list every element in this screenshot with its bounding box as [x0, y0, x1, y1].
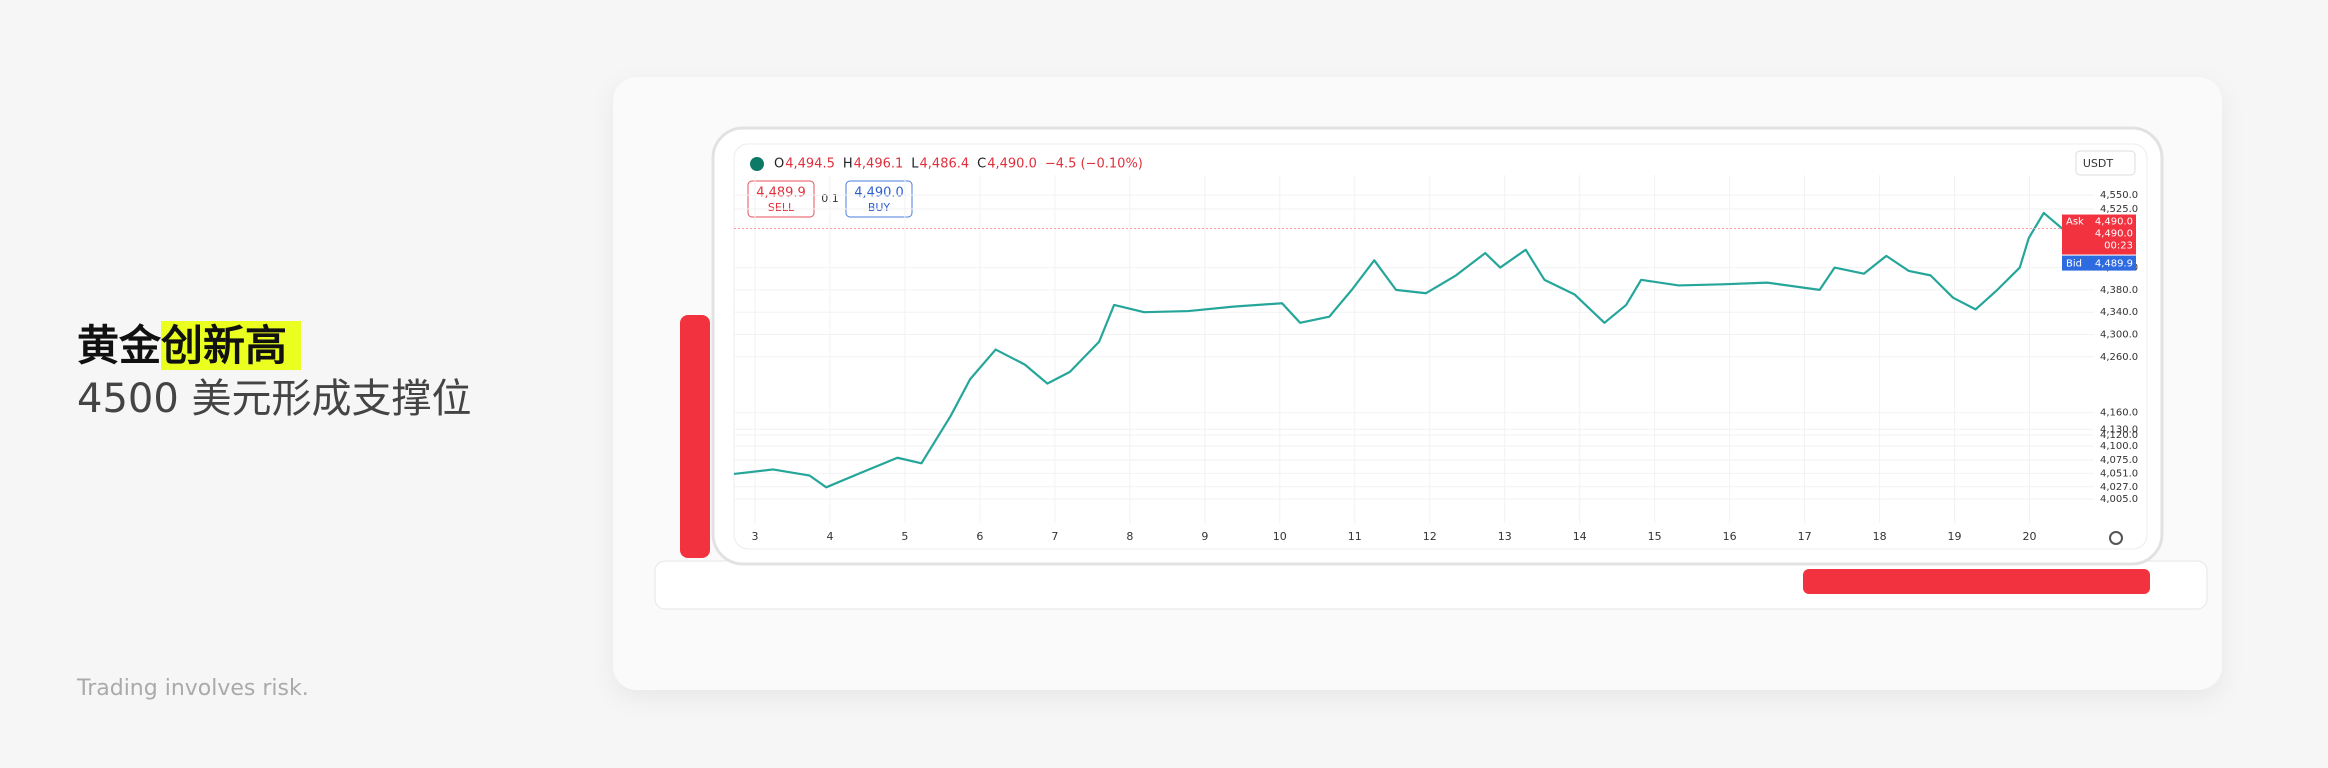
headline-highlight: 创新高	[161, 321, 302, 370]
buy-price: 4,490.0	[854, 186, 904, 201]
ask-price: 4,490.0	[2095, 229, 2133, 240]
ohlc-text: 4,494.5	[785, 157, 835, 172]
x-tick-label: 20	[2023, 530, 2037, 543]
headline: 黄金创新高	[77, 312, 302, 373]
subheadline: 4500 美元形成支撑位	[77, 376, 472, 422]
disclaimer: Trading involves risk.	[77, 676, 309, 701]
y-tick-label: 4,120.0	[2100, 430, 2138, 441]
ohlc-text: 4,490.0	[987, 157, 1037, 172]
red-bar	[1803, 569, 2150, 594]
y-tick-label: 4,300.0	[2100, 330, 2138, 341]
ask-price: 4,490.0	[2095, 217, 2133, 228]
x-tick-label: 13	[1498, 530, 1512, 543]
y-tick-label: 4,160.0	[2100, 408, 2138, 419]
sell-button[interactable]	[747, 180, 815, 218]
x-tick-label: 14	[1573, 530, 1587, 543]
y-tick-label: 4,051.0	[2100, 468, 2138, 479]
red-bar	[680, 315, 710, 558]
x-tick-label: 17	[1798, 530, 1812, 543]
status-dot	[750, 157, 764, 171]
y-tick-label: 4,075.0	[2100, 455, 2138, 466]
bid-box	[2062, 255, 2136, 271]
y-tick-label: 4,130.0	[2100, 424, 2138, 435]
buy-label: BUY	[868, 201, 891, 214]
ohlc-text: −4.5 (−0.10%)	[1045, 157, 1143, 172]
y-tick-label: 4,550.0	[2100, 190, 2138, 201]
ask-name: Ask	[2066, 217, 2084, 228]
screen	[733, 143, 2148, 550]
x-tick-label: 12	[1423, 530, 1437, 543]
x-tick-label: 4	[826, 530, 833, 543]
x-tick-label: 10	[1273, 530, 1287, 543]
ohlc-text: O	[774, 157, 784, 172]
buy-button[interactable]	[845, 180, 913, 218]
ohlc-text: 4,496.1	[854, 157, 904, 172]
bid-name: Bid	[2066, 259, 2082, 270]
x-tick-label: 6	[976, 530, 983, 543]
x-tick-label: 11	[1348, 530, 1362, 543]
ohlc-text: H	[843, 157, 853, 172]
x-tick-label: 9	[1201, 530, 1208, 543]
x-tick-label: 18	[1873, 530, 1887, 543]
currency-select[interactable]	[2075, 150, 2136, 176]
y-tick-label: 4,100.0	[2100, 441, 2138, 452]
x-tick-label: 3	[751, 530, 758, 543]
y-tick-label: 4,340.0	[2100, 307, 2138, 318]
price-line	[733, 211, 2080, 489]
y-tick-label: 4,380.0	[2100, 285, 2138, 296]
countdown: 00:23	[2104, 241, 2133, 252]
ohlc-text: C	[977, 157, 986, 172]
ohlc-text: 4,486.4	[920, 157, 970, 172]
y-tick-label: 4,525.0	[2100, 204, 2138, 215]
y-tick-label: 4,027.0	[2100, 482, 2138, 493]
x-tick-label: 15	[1648, 530, 1662, 543]
currency: USDT	[2083, 157, 2114, 170]
y-tick-label: 4,260.0	[2100, 352, 2138, 363]
bid-price: 4,489.9	[2095, 259, 2133, 270]
sell-label: SELL	[768, 201, 795, 214]
x-tick-label: 5	[901, 530, 908, 543]
x-tick-label: 8	[1126, 530, 1133, 543]
sell-price: 4,489.9	[756, 186, 806, 201]
ask-box	[2062, 214, 2136, 255]
ohlc-text: L	[911, 157, 919, 172]
x-tick-label: 16	[1723, 530, 1737, 543]
headline-plain: 黄金	[77, 321, 162, 370]
y-tick-label: 4,005.0	[2100, 494, 2138, 505]
settings-icon	[2109, 531, 2123, 545]
x-tick-label: 19	[1948, 530, 1962, 543]
x-tick-label: 7	[1051, 530, 1058, 543]
